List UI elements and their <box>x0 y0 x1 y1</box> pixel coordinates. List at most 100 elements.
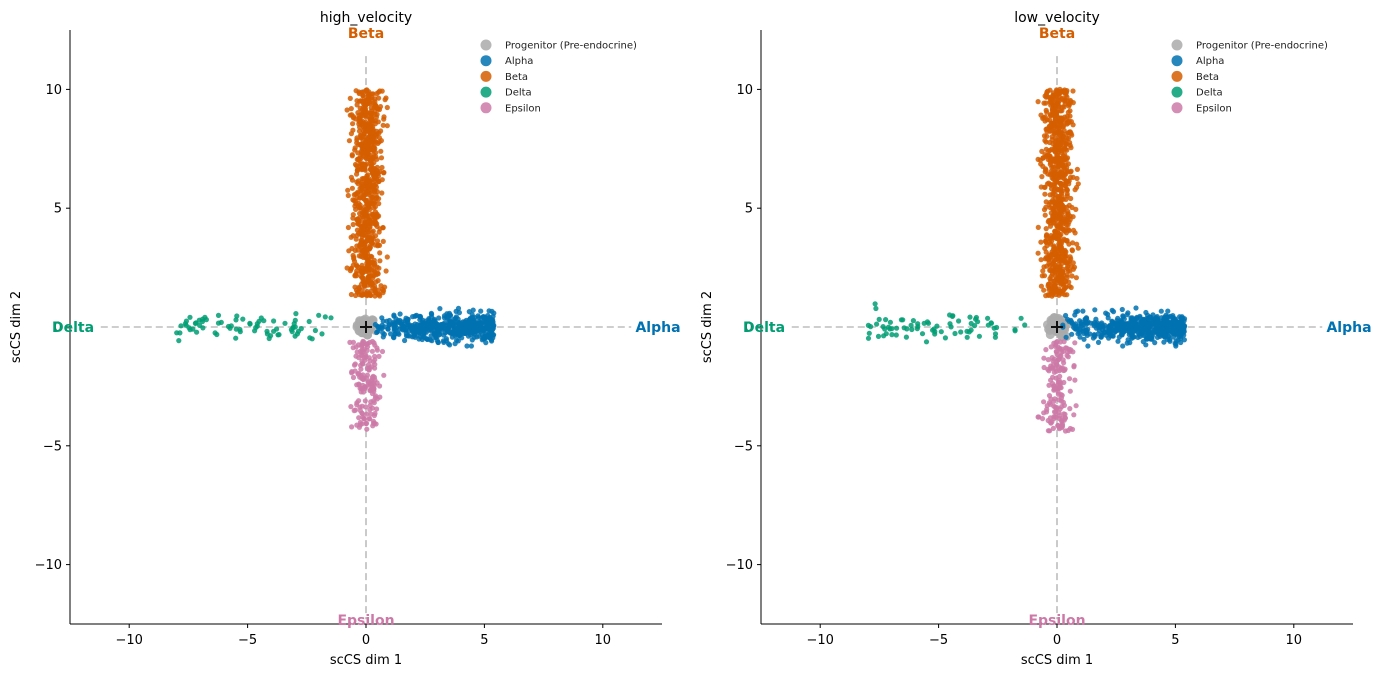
data-point <box>358 366 364 372</box>
data-point <box>1064 147 1070 153</box>
x-tick-label: −10 <box>115 633 142 648</box>
data-point <box>354 382 360 388</box>
data-point <box>364 411 370 417</box>
data-point <box>1061 127 1067 134</box>
data-point <box>1158 308 1164 314</box>
data-point <box>1052 235 1058 241</box>
legend-marker <box>1171 55 1183 67</box>
data-point <box>348 234 354 240</box>
data-point <box>351 198 357 204</box>
x-axis-label: scCS dim 1 <box>1021 653 1093 668</box>
data-point <box>1055 157 1061 163</box>
data-point <box>1168 323 1174 329</box>
data-point <box>1052 228 1058 234</box>
data-point <box>383 268 389 274</box>
data-point <box>1050 365 1056 371</box>
data-point <box>1091 321 1097 327</box>
legend-marker <box>480 102 492 114</box>
data-point <box>1070 100 1076 106</box>
data-point <box>307 335 313 341</box>
data-point <box>1064 135 1070 141</box>
data-point <box>1071 324 1077 330</box>
data-point <box>187 314 193 320</box>
data-point <box>437 306 443 312</box>
data-point <box>374 406 380 412</box>
data-point <box>1138 326 1144 332</box>
data-point <box>1065 109 1071 115</box>
data-point <box>1043 226 1049 232</box>
data-point <box>1154 326 1160 332</box>
data-point <box>373 103 379 110</box>
data-point <box>212 330 218 336</box>
data-point <box>889 332 895 338</box>
data-point <box>1052 250 1058 256</box>
data-point <box>1164 336 1171 342</box>
data-point <box>1129 324 1135 330</box>
data-point <box>363 268 369 274</box>
data-point <box>1047 117 1053 123</box>
data-point <box>964 328 970 334</box>
data-point <box>322 314 328 320</box>
data-point <box>410 329 416 335</box>
data-point <box>364 426 370 432</box>
data-point <box>362 251 369 257</box>
data-point <box>1040 268 1046 274</box>
data-point <box>1120 343 1126 349</box>
data-point <box>441 325 447 331</box>
data-point <box>1042 212 1048 218</box>
data-point <box>901 325 907 331</box>
data-point <box>882 326 888 332</box>
data-point <box>1103 332 1109 338</box>
data-point <box>348 291 354 298</box>
data-point <box>1059 261 1065 267</box>
data-point <box>1115 338 1121 344</box>
data-point <box>421 326 427 332</box>
data-point <box>1043 238 1049 244</box>
data-point <box>365 344 371 350</box>
data-point <box>1063 312 1069 319</box>
x-axis-label: scCS dim 1 <box>330 653 402 668</box>
data-point <box>362 357 368 363</box>
data-point <box>887 326 893 332</box>
data-point <box>1069 204 1075 211</box>
data-point <box>1043 347 1049 353</box>
data-point <box>410 314 416 320</box>
data-point <box>921 320 927 326</box>
data-point <box>1055 225 1061 231</box>
y-tick-label: −5 <box>734 439 753 454</box>
data-point <box>1051 243 1057 249</box>
x-tick-label: 0 <box>1053 633 1061 648</box>
data-point <box>350 345 356 351</box>
data-point <box>1041 364 1047 371</box>
data-point <box>1069 273 1075 279</box>
data-point <box>374 238 381 244</box>
data-point <box>428 310 434 316</box>
data-point <box>932 331 938 337</box>
data-point <box>359 89 365 95</box>
data-point <box>1053 178 1059 184</box>
legend-marker <box>480 39 492 51</box>
data-point <box>1056 397 1062 403</box>
data-point <box>373 192 379 198</box>
series-beta <box>1035 86 1081 299</box>
data-point <box>362 101 369 107</box>
data-point <box>1051 147 1057 153</box>
data-point <box>948 324 954 330</box>
data-point <box>183 318 189 324</box>
data-point <box>1057 213 1063 219</box>
data-point <box>291 321 297 327</box>
data-point <box>233 335 239 341</box>
data-point <box>247 320 253 326</box>
data-point <box>1050 164 1056 170</box>
data-point <box>1059 193 1065 199</box>
data-point <box>1043 409 1050 415</box>
data-point <box>347 112 353 118</box>
data-point <box>193 320 199 326</box>
data-point <box>919 331 926 337</box>
data-point <box>469 312 475 318</box>
data-point <box>470 307 476 313</box>
data-point <box>1070 174 1076 180</box>
y-tick-label: 0 <box>745 321 753 336</box>
data-point <box>455 338 461 344</box>
